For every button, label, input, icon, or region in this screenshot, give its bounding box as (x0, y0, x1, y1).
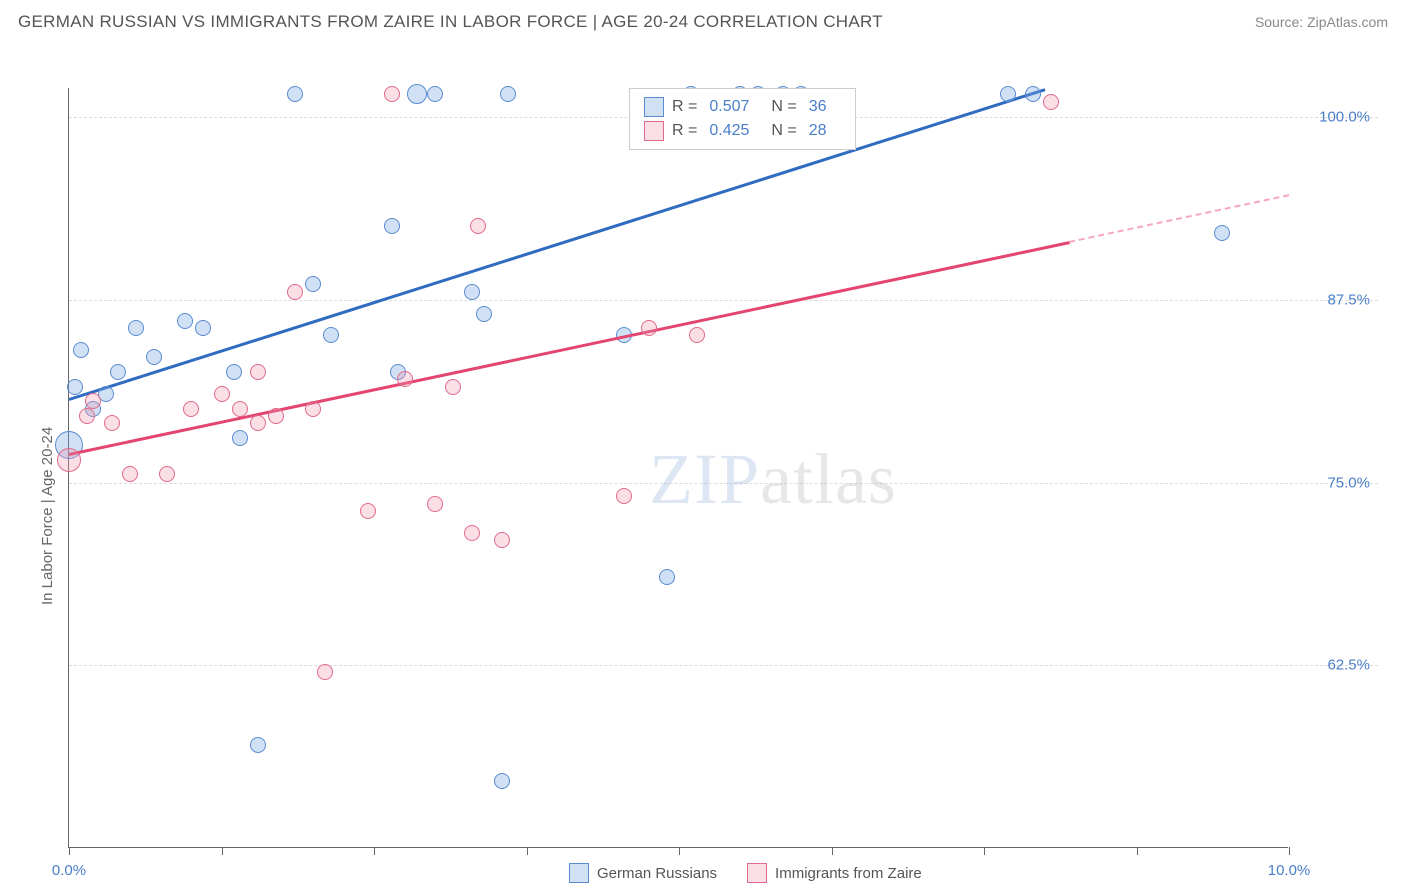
gridline (69, 300, 1378, 301)
data-point (110, 364, 126, 380)
data-point (305, 401, 321, 417)
data-point (317, 664, 333, 680)
data-point (73, 342, 89, 358)
legend-swatch (569, 863, 589, 883)
data-point (79, 408, 95, 424)
data-point (407, 84, 427, 104)
data-point (427, 86, 443, 102)
legend-n-value: 28 (809, 122, 827, 140)
xtick (69, 847, 70, 855)
data-point (104, 415, 120, 431)
data-point (427, 496, 443, 512)
data-point (470, 218, 486, 234)
xtick (527, 847, 528, 855)
legend-series-item: German Russians (569, 863, 717, 883)
data-point (689, 327, 705, 343)
data-point (159, 466, 175, 482)
data-point (464, 284, 480, 300)
data-point (323, 327, 339, 343)
legend-swatch (644, 121, 664, 141)
trend-line (69, 88, 1046, 401)
data-point (384, 86, 400, 102)
ytick-label: 100.0% (1319, 109, 1370, 126)
chart-title: GERMAN RUSSIAN VS IMMIGRANTS FROM ZAIRE … (18, 12, 883, 32)
xtick-label: 0.0% (52, 862, 86, 879)
data-point (85, 393, 101, 409)
legend-n-label: N = (771, 122, 796, 140)
plot-area: 62.5%75.0%87.5%100.0%0.0%10.0%In Labor F… (68, 88, 1288, 848)
data-point (616, 488, 632, 504)
chart-source: Source: ZipAtlas.com (1255, 14, 1388, 30)
data-point (287, 86, 303, 102)
gridline (69, 665, 1378, 666)
y-axis-label: In Labor Force | Age 20-24 (39, 427, 56, 605)
ytick-label: 75.0% (1327, 474, 1370, 491)
data-point (226, 364, 242, 380)
legend-series-item: Immigrants from Zaire (747, 863, 922, 883)
xtick-label: 10.0% (1268, 862, 1311, 879)
legend-series-label: German Russians (597, 865, 717, 882)
data-point (250, 737, 266, 753)
data-point (177, 313, 193, 329)
legend-n-label: N = (771, 98, 796, 116)
data-point (476, 306, 492, 322)
xtick (1289, 847, 1290, 855)
legend-r-label: R = (672, 122, 697, 140)
legend-stats-row: R = 0.507 N = 36 (644, 95, 841, 119)
data-point (128, 320, 144, 336)
data-point (1043, 94, 1059, 110)
data-point (1025, 86, 1041, 102)
legend-r-value: 0.507 (709, 98, 749, 116)
watermark: ZIPatlas (649, 438, 897, 521)
legend-swatch (644, 97, 664, 117)
data-point (360, 503, 376, 519)
trend-line-extrapolated (1069, 195, 1289, 244)
data-point (195, 320, 211, 336)
data-point (464, 525, 480, 541)
data-point (268, 408, 284, 424)
data-point (1000, 86, 1016, 102)
legend-r-value: 0.425 (709, 122, 749, 140)
legend-swatch (747, 863, 767, 883)
data-point (232, 430, 248, 446)
legend-n-value: 36 (809, 98, 827, 116)
legend-stats-row: R = 0.425 N = 28 (644, 119, 841, 143)
xtick (222, 847, 223, 855)
xtick (679, 847, 680, 855)
xtick (1137, 847, 1138, 855)
xtick (984, 847, 985, 855)
ytick-label: 87.5% (1327, 291, 1370, 308)
data-point (57, 448, 81, 472)
data-point (641, 320, 657, 336)
xtick (374, 847, 375, 855)
data-point (67, 379, 83, 395)
xtick (832, 847, 833, 855)
data-point (305, 276, 321, 292)
data-point (232, 401, 248, 417)
ytick-label: 62.5% (1327, 657, 1370, 674)
data-point (146, 349, 162, 365)
data-point (445, 379, 461, 395)
data-point (500, 86, 516, 102)
legend-series: German Russians Immigrants from Zaire (569, 863, 922, 883)
data-point (397, 371, 413, 387)
data-point (659, 569, 675, 585)
data-point (494, 532, 510, 548)
legend-stats: R = 0.507 N = 36 R = 0.425 N = 28 (629, 88, 856, 150)
data-point (214, 386, 230, 402)
data-point (494, 773, 510, 789)
data-point (250, 415, 266, 431)
gridline (69, 483, 1378, 484)
data-point (287, 284, 303, 300)
data-point (183, 401, 199, 417)
data-point (250, 364, 266, 380)
data-point (1214, 225, 1230, 241)
data-point (122, 466, 138, 482)
data-point (384, 218, 400, 234)
legend-r-label: R = (672, 98, 697, 116)
legend-series-label: Immigrants from Zaire (775, 865, 922, 882)
trend-line (69, 241, 1070, 455)
